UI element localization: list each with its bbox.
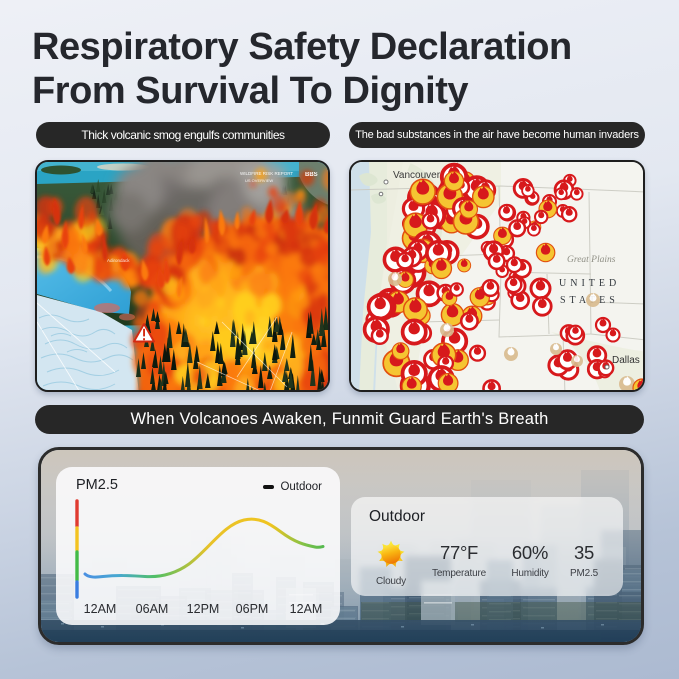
svg-text:Great Plains: Great Plains <box>567 255 616 265</box>
svg-text:US OVERVIEW: US OVERVIEW <box>245 178 273 183</box>
svg-text:BBS: BBS <box>305 172 318 178</box>
svg-text:Dallas: Dallas <box>612 355 640 366</box>
svg-text:WILDFIRE RISK REPORT: WILDFIRE RISK REPORT <box>240 171 293 176</box>
svg-text:Vancouver: Vancouver <box>393 170 441 181</box>
svg-text:Adirondack: Adirondack <box>107 258 130 263</box>
svg-text:UNITED: UNITED <box>559 278 620 289</box>
